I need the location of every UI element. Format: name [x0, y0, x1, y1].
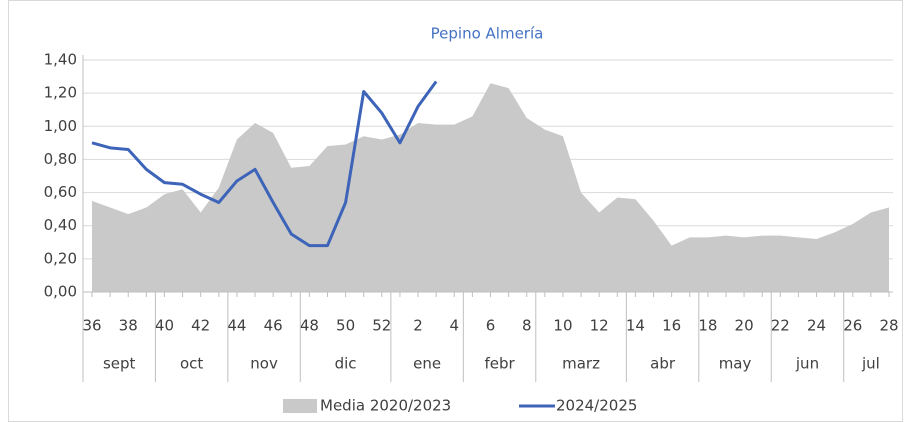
- group-label: may: [719, 355, 752, 373]
- x-tick-label: 18: [698, 317, 717, 335]
- x-tick-label: 20: [735, 317, 754, 335]
- area: [92, 83, 889, 292]
- x-tick-label: 50: [336, 317, 355, 335]
- x-tick-label: 6: [486, 317, 496, 335]
- group-label: jul: [861, 355, 880, 373]
- x-tick-label: 24: [807, 317, 826, 335]
- x-tick-label: 48: [300, 317, 319, 335]
- group-label: nov: [250, 355, 278, 373]
- legend-swatch: [283, 399, 317, 413]
- line: [91, 80, 438, 248]
- x-tick-label: 4: [449, 317, 459, 335]
- group-label: ene: [413, 355, 441, 373]
- x-tick-label: 38: [119, 317, 138, 335]
- x-tick-label: 8: [522, 317, 532, 335]
- y-tick-label: 0,40: [44, 216, 77, 234]
- x-tick-label: 10: [553, 317, 572, 335]
- x-tick-label: 22: [771, 317, 790, 335]
- legend-label: Media 2020/2023: [320, 397, 451, 415]
- group-label: jun: [795, 355, 819, 373]
- y-tick-label: 0,80: [44, 150, 77, 168]
- x-tick-label: 26: [843, 317, 862, 335]
- y-tick-label: 0,60: [44, 183, 77, 201]
- legend-label: 2024/2025: [556, 397, 637, 415]
- group-label: oct: [180, 355, 203, 373]
- x-tick-label: 42: [191, 317, 210, 335]
- x-tick-label: 16: [662, 317, 681, 335]
- y-tick-label: 1,20: [44, 84, 77, 102]
- x-tick-label: 2: [413, 317, 423, 335]
- x-tick-label: 36: [82, 317, 101, 335]
- chart-title: Pepino Almería: [431, 25, 544, 43]
- x-tick-label: 52: [372, 317, 391, 335]
- x-tick-label: 44: [227, 317, 246, 335]
- y-tick-label: 0,00: [44, 283, 77, 301]
- group-label: sept: [103, 355, 136, 373]
- y-tick-label: 1,00: [44, 117, 77, 135]
- y-tick-label: 0,20: [44, 249, 77, 267]
- x-tick-label: 40: [155, 317, 174, 335]
- x-tick-label: 14: [626, 317, 645, 335]
- group-label: dic: [335, 355, 357, 373]
- group-label: abr: [650, 355, 676, 373]
- y-tick-label: 1,40: [44, 51, 77, 69]
- group-label: marz: [562, 355, 600, 373]
- x-tick-label: 12: [590, 317, 609, 335]
- x-tick-label: 28: [879, 317, 898, 335]
- group-label: febr: [484, 355, 515, 373]
- x-tick-label: 46: [264, 317, 283, 335]
